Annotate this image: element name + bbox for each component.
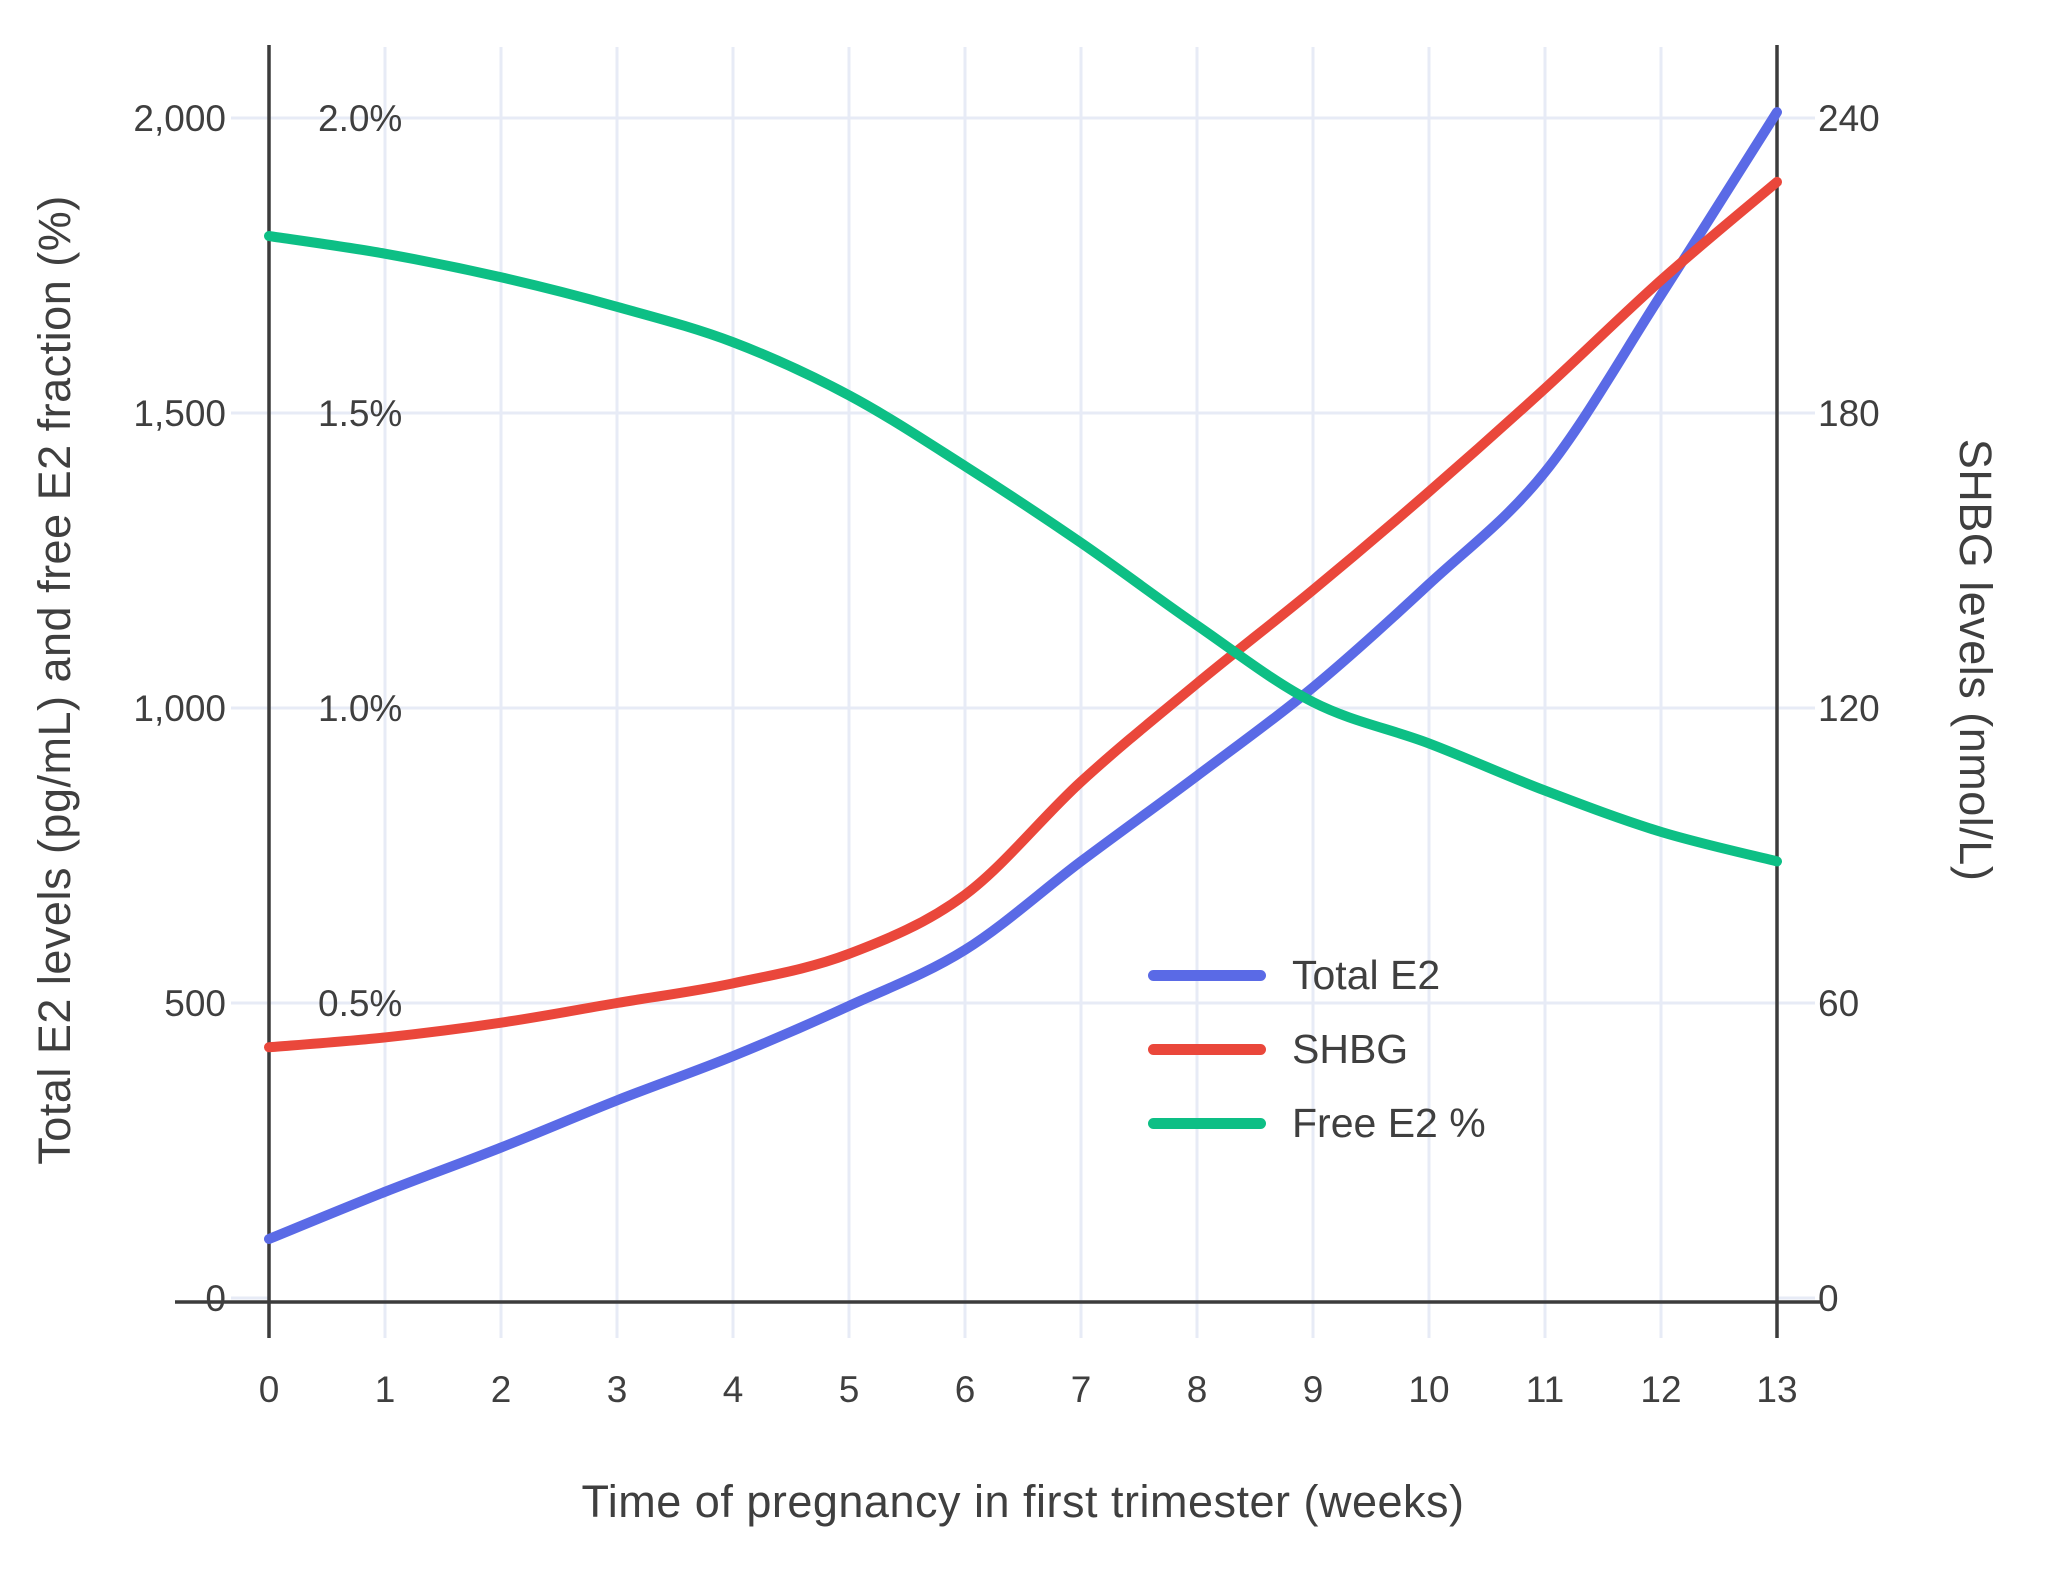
- x-axis-tick-label: 13: [1756, 1369, 1797, 1410]
- x-axis-tick-label: 9: [1303, 1369, 1324, 1410]
- left-axis-tick-label: 1,500: [133, 393, 226, 434]
- right-axis-tick-label: 240: [1818, 98, 1880, 139]
- series-line-shbg: [264, 176, 1782, 1053]
- x-axis-tick-label: 8: [1187, 1369, 1208, 1410]
- right-axis-tick-label: 60: [1818, 983, 1859, 1024]
- x-axis-tick-label: 7: [1071, 1369, 1092, 1410]
- x-axis-tick-label: 1: [375, 1369, 396, 1410]
- x-axis-tick-label: 5: [839, 1369, 860, 1410]
- percent-tick-label: 1.0%: [318, 688, 402, 729]
- right-axis-tick-label: 0: [1818, 1278, 1839, 1319]
- x-axis-tick-label: 4: [723, 1369, 744, 1410]
- shbg-line-swatch: [1148, 1043, 1266, 1055]
- x-axis-tick-label: 11: [1526, 1369, 1564, 1410]
- percent-tick-label: 1.5%: [318, 393, 402, 434]
- x-axis-tick-label: 0: [259, 1369, 280, 1410]
- left-axis-tick-label: 0: [205, 1278, 226, 1319]
- x-axis-tick-label: 3: [607, 1369, 628, 1410]
- legend-item-total-e2: Total E2: [1148, 938, 1486, 1012]
- left-axis-tick-label: 1,000: [133, 688, 226, 729]
- legend: Total E2 SHBG Free E2 %: [1148, 938, 1486, 1160]
- legend-label-shbg: SHBG: [1292, 1025, 1409, 1072]
- legend-item-shbg: SHBG: [1148, 1012, 1486, 1086]
- right-axis-tick-label: 180: [1818, 393, 1880, 434]
- legend-item-free-e2: Free E2 %: [1148, 1086, 1486, 1160]
- legend-label-total-e2: Total E2: [1292, 951, 1441, 998]
- x-axis-tick-label: 6: [955, 1369, 976, 1410]
- x-axis-title: Time of pregnancy in first trimester (we…: [581, 1476, 1465, 1527]
- series-line-total-e2: [264, 107, 1782, 1244]
- total-e2-line-swatch: [1148, 969, 1266, 981]
- x-axis-tick-label: 10: [1408, 1369, 1449, 1410]
- legend-label-free-e2: Free E2 %: [1292, 1099, 1486, 1146]
- left-axis-tick-label: 500: [164, 983, 226, 1024]
- percent-tick-label: 0.5%: [318, 983, 402, 1024]
- percent-tick-label: 2.0%: [318, 98, 402, 139]
- free-e2-line-swatch: [1148, 1117, 1266, 1129]
- x-axis-tick-label: 12: [1640, 1369, 1681, 1410]
- x-axis-tick-label: 2: [491, 1369, 512, 1410]
- left-axis-title: Total E2 levels (pg/mL) and free E2 frac…: [29, 195, 80, 1165]
- series-line-free-e2-: [264, 231, 1782, 867]
- right-axis-title: SHBG levels (nmol/L): [1950, 438, 2001, 882]
- right-axis-tick-label: 120: [1818, 688, 1880, 729]
- left-axis-tick-label: 2,000: [133, 98, 226, 139]
